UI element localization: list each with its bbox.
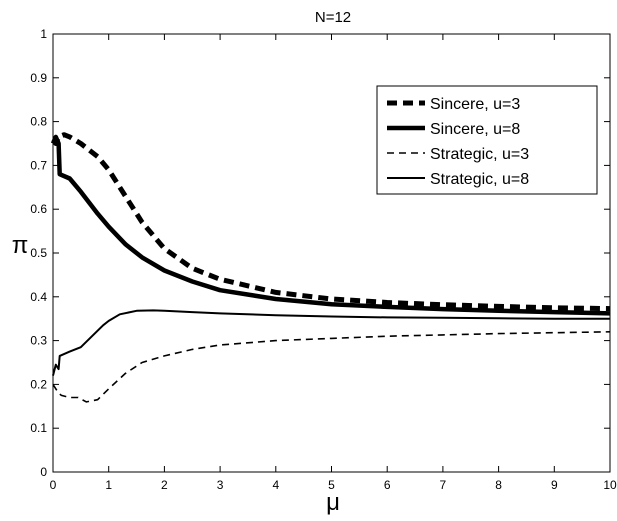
- chart-title: N=12: [315, 9, 351, 26]
- x-tick-label: 7: [440, 478, 447, 492]
- legend: Sincere, u=3 Sincere, u=8 Strategic, u=3 St…: [376, 85, 598, 195]
- x-axis-label: μ: [326, 489, 340, 516]
- series-line-3: [52, 331, 611, 403]
- y-axis-label: π: [12, 232, 29, 259]
- x-tick-label: 3: [217, 478, 224, 492]
- x-tick-label: 8: [495, 478, 502, 492]
- x-tick-label: 9: [551, 478, 558, 492]
- series-line-4: [52, 309, 610, 376]
- legend-label: Sincere, u=3: [430, 96, 520, 113]
- y-tick-label: 0.4: [30, 290, 47, 304]
- axes-layer: 0 1 2 3 4 5 6 7 8 9 10 0 0.1 0.2 0.3 0.4 0.5 0.6 0.7 0.8 0.9…: [30, 27, 617, 492]
- series-line-1: [51, 132, 611, 312]
- y-tick-label: 0.7: [30, 158, 47, 172]
- series-line-2: [50, 134, 611, 316]
- y-tick-label: 0.9: [30, 71, 47, 85]
- x-tick-label: 5: [328, 478, 335, 492]
- x-tick-label: 10: [603, 478, 617, 492]
- x-tick-label: 4: [272, 478, 279, 492]
- y-tick-label: 0.3: [30, 334, 47, 348]
- x-tick-label: 0: [50, 478, 57, 492]
- y-tick-label: 1: [40, 27, 47, 41]
- x-tick-label: 1: [105, 478, 112, 492]
- y-tick-label: 0.1: [30, 421, 47, 435]
- legend-label: Strategic, u=3: [430, 146, 529, 163]
- y-tick-label: 0.5: [30, 246, 47, 260]
- y-tick-label: 0.8: [30, 115, 47, 129]
- legend-label: Strategic, u=8: [430, 171, 529, 188]
- y-tick-label: 0.6: [30, 202, 47, 216]
- y-tick-label: 0.2: [30, 377, 47, 391]
- x-tick-label: 2: [161, 478, 168, 492]
- legend-box: [376, 85, 598, 195]
- legend-label: Sincere, u=8: [430, 121, 520, 138]
- series-layer: [50, 132, 611, 403]
- x-tick-label: 6: [384, 478, 391, 492]
- y-tick-label: 0: [40, 465, 47, 479]
